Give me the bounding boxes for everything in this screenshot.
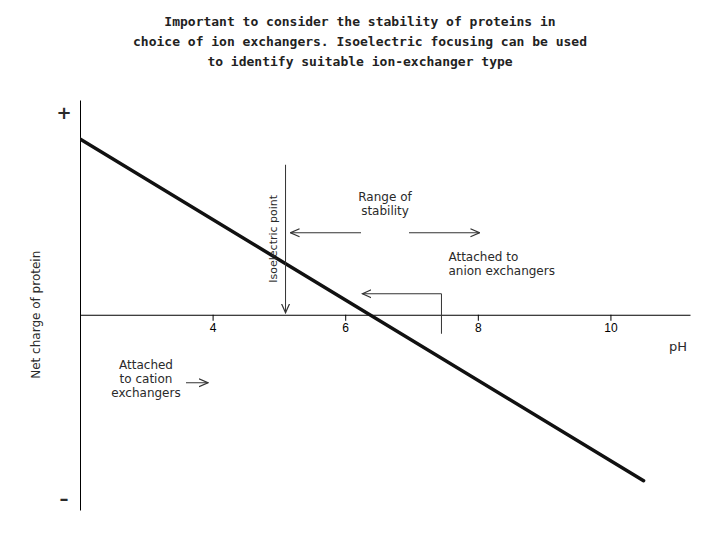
x-tick-label: 10	[604, 321, 618, 335]
isoelectric-label: Isoelectric point	[267, 194, 280, 283]
y-axis-title: Net charge of protein	[29, 251, 43, 379]
x-tick: 4	[210, 315, 217, 336]
isoelectric-arrow	[285, 165, 286, 313]
x-tick-label: 8	[475, 321, 482, 335]
cation-label: Attachedto cationexchangers	[111, 358, 180, 400]
x-tick: 6	[342, 315, 349, 336]
x-tick-mark	[610, 315, 611, 321]
anion-bracket	[441, 294, 442, 334]
anion-label: Attached toanion exchangers	[448, 250, 554, 278]
cation-arrow	[186, 382, 208, 383]
x-tick-label: 4	[210, 321, 217, 335]
anion-arrow	[362, 293, 441, 294]
y-end-label: –	[60, 488, 69, 509]
y-axis	[80, 101, 81, 511]
x-axis-title: pH	[669, 339, 687, 354]
y-axis-line	[80, 101, 81, 511]
range-arrow	[409, 232, 479, 233]
range-label: Range ofstability	[358, 190, 412, 218]
plot-area: 4 6 8 10 pH Net charge of protein + – Isoelectri…	[29, 101, 691, 511]
x-tick-mark	[213, 315, 214, 321]
y-end-label: +	[56, 102, 71, 123]
x-tick-mark	[345, 315, 346, 321]
range-arrow	[291, 232, 361, 233]
annotations: pH Net charge of protein + – Isoelectric poi…	[29, 102, 687, 509]
x-tick-mark	[478, 315, 479, 321]
x-tick-label: 6	[342, 321, 349, 335]
data-line	[80, 139, 644, 481]
chart: Important to consider the stability of p…	[0, 0, 720, 540]
x-tick: 8	[475, 315, 482, 336]
title: Important to consider the stability of p…	[133, 14, 587, 69]
lines	[80, 139, 644, 481]
x-tick: 10	[604, 315, 618, 336]
x-axis-line	[81, 315, 691, 316]
